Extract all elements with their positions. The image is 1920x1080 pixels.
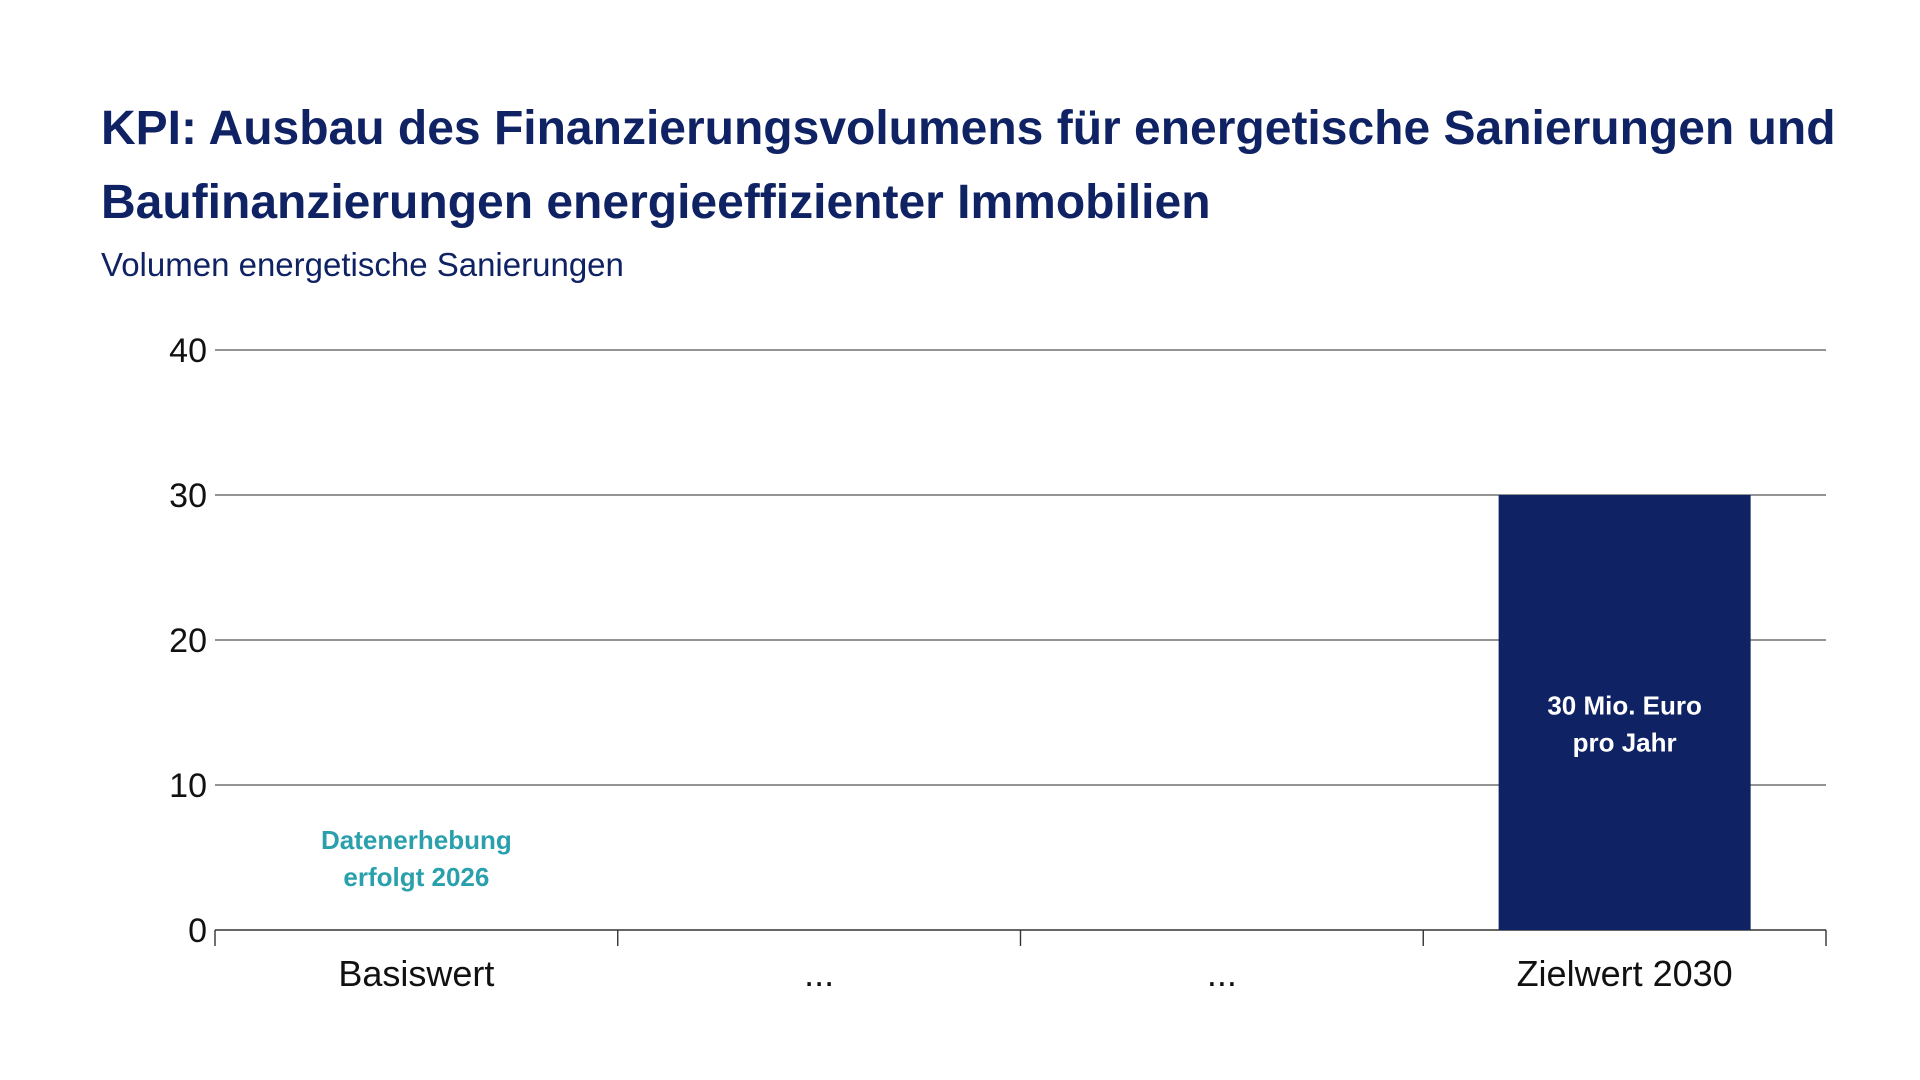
bar-value-annotation: 30 Mio. Euro [1547,691,1702,721]
baseline-annotation: Datenerhebung [321,825,512,855]
bar [1498,495,1751,930]
chart-title: KPI: Ausbau des Finanzierungsvolumens fü… [101,102,1836,229]
y-tick-label: 0 [188,912,207,950]
y-tick-label: 10 [169,767,207,805]
y-tick-label: 40 [169,332,207,370]
x-category-label: Basiswert [338,953,494,994]
y-tick-label: 30 [169,477,207,515]
bar-value-annotation: pro Jahr [1573,728,1677,758]
x-category-label: Zielwert 2030 [1517,953,1733,994]
x-category-label: ... [1207,953,1237,994]
x-category-label: ... [804,953,834,994]
baseline-annotation: erfolgt 2026 [343,862,489,892]
y-tick-label: 20 [169,622,207,660]
chart-subtitle: Volumen energetische Sanierungen [101,246,624,283]
